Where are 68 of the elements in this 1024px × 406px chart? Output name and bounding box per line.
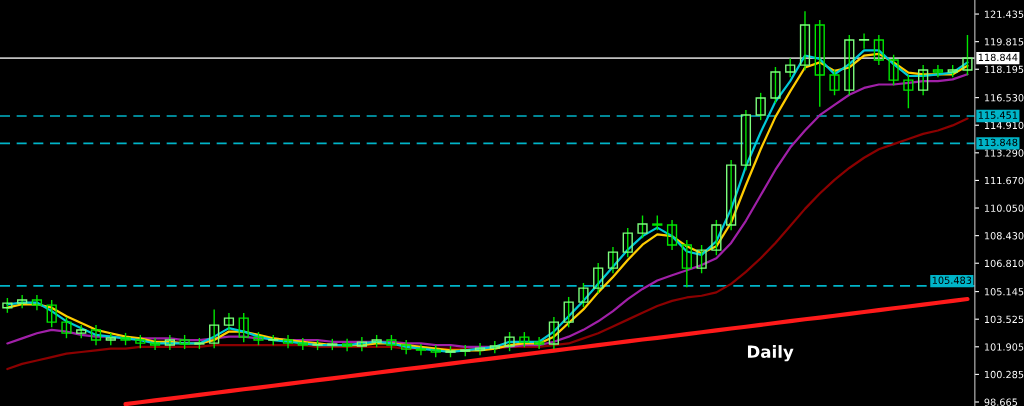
candlestick [770, 66, 781, 104]
candlestick [858, 32, 870, 50]
candlestick [17, 294, 28, 309]
candlestick [356, 336, 368, 352]
candlestick [814, 19, 825, 108]
y-tick-label: 121.435 [984, 10, 1024, 18]
ref-line-label: 115.451 [978, 111, 1018, 119]
candlestick [149, 337, 161, 351]
candlestick [282, 334, 294, 349]
ref-line-label: 105.483 [932, 276, 972, 284]
candlestick [696, 244, 707, 274]
candlestick [622, 227, 633, 258]
candlestick [873, 34, 884, 66]
y-tick-label: 111.670 [984, 176, 1024, 185]
candlestick [711, 219, 722, 256]
y-tick-label: 113.290 [984, 149, 1024, 157]
candlestick [533, 336, 545, 350]
candlestick [932, 64, 944, 78]
candlestick [504, 331, 515, 352]
candlestick [209, 308, 220, 349]
y-tick-label: 103.525 [984, 315, 1024, 324]
candlestick [489, 340, 500, 354]
y-tick-label: 108.430 [984, 232, 1024, 240]
candlestick [962, 34, 973, 76]
candlestick [755, 92, 766, 121]
y-tick-label: 116.530 [984, 94, 1024, 102]
candlestick [563, 296, 574, 328]
candlestick [31, 294, 43, 311]
y-tick-label: 114.910 [984, 121, 1024, 130]
candlestick [90, 324, 102, 346]
candlestick [666, 219, 678, 251]
candlestick [829, 69, 840, 96]
candlestick [593, 262, 604, 294]
candlestick [341, 338, 353, 352]
candlestick [474, 342, 486, 356]
candlestick [799, 10, 811, 71]
line-series [6, 117, 969, 371]
candlestick [918, 64, 929, 96]
candlestick [46, 299, 57, 328]
y-tick-label: 105.145 [984, 288, 1024, 296]
candlestick [903, 74, 914, 110]
candlestick [61, 316, 72, 339]
y-tick-label: 100.285 [984, 370, 1024, 379]
candlestick [681, 239, 692, 288]
y-tick-label: 98.665 [984, 398, 1018, 406]
candlestick [238, 312, 249, 343]
candlestick [607, 246, 619, 274]
y-tick-label: 118.195 [984, 65, 1024, 74]
y-tick-label: 101.905 [984, 343, 1024, 351]
ref-line-label: 113.848 [978, 138, 1018, 147]
ref-line-label: 118.844 [978, 53, 1018, 62]
candlestick [578, 282, 589, 308]
y-tick-label: 110.050 [984, 204, 1024, 212]
candlestick [164, 334, 175, 351]
candlestick [785, 57, 796, 78]
candlestick [888, 54, 899, 86]
candlestick [548, 316, 560, 350]
candlestick [726, 159, 737, 231]
candlestick [637, 214, 648, 239]
annotation: Daily [747, 345, 794, 362]
candlestick [844, 34, 855, 96]
candlestick [415, 343, 427, 356]
candlestick [223, 312, 235, 331]
y-tick-label: 106.810 [984, 259, 1024, 268]
y-tick-label: 119.815 [984, 38, 1024, 46]
candlestick [740, 109, 752, 171]
line-series [123, 296, 970, 406]
candlestick [401, 339, 412, 355]
